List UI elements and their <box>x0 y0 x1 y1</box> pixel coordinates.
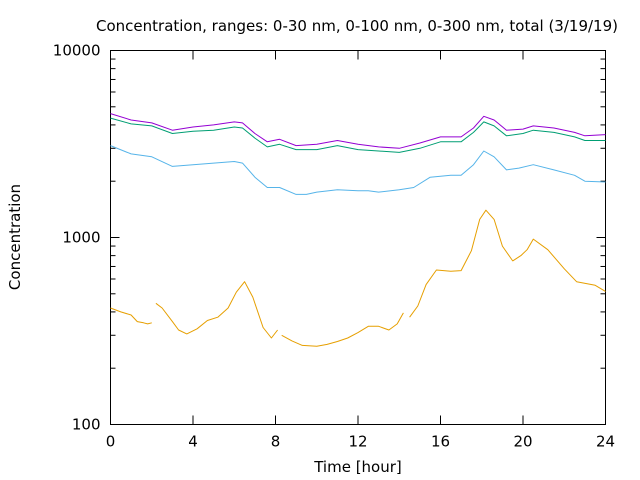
series-line-1 <box>110 307 152 325</box>
y-tick-label: 100 <box>72 416 101 434</box>
series-line-2 <box>110 145 606 195</box>
plot-area <box>110 50 606 425</box>
y-tick-labels: 100 1000 10000 <box>53 42 101 434</box>
y-axis-label: Concentration <box>6 184 24 290</box>
plot-frame <box>110 50 606 425</box>
series-layer <box>110 113 606 347</box>
series-line-1 <box>409 209 606 318</box>
x-tick-label: 16 <box>431 433 450 451</box>
x-tick-labels: 0 4 8 12 16 20 24 <box>106 433 615 451</box>
x-tick-label: 0 <box>106 433 116 451</box>
x-axis-label: Time [hour] <box>313 458 402 476</box>
y-tick-label: 1000 <box>62 229 100 247</box>
x-tick-label: 12 <box>348 433 367 451</box>
series-line-4 <box>110 113 606 149</box>
y-tick-label: 10000 <box>53 42 101 60</box>
series-line-3 <box>110 117 606 153</box>
series-line-1 <box>281 312 404 347</box>
x-tick-label: 20 <box>513 433 532 451</box>
series-line-1 <box>155 281 278 339</box>
x-tick-label: 4 <box>188 433 198 451</box>
x-tick-label: 24 <box>596 433 615 451</box>
chart-title: Concentration, ranges: 0-30 nm, 0-100 nm… <box>96 17 618 35</box>
axis-ticks <box>110 50 606 425</box>
x-tick-label: 8 <box>271 433 281 451</box>
